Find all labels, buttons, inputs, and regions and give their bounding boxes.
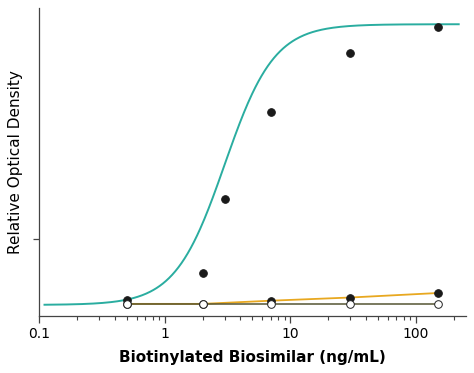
Y-axis label: Relative Optical Density: Relative Optical Density — [9, 70, 23, 254]
X-axis label: Biotinylated Biosimilar (ng/mL): Biotinylated Biosimilar (ng/mL) — [119, 350, 386, 365]
